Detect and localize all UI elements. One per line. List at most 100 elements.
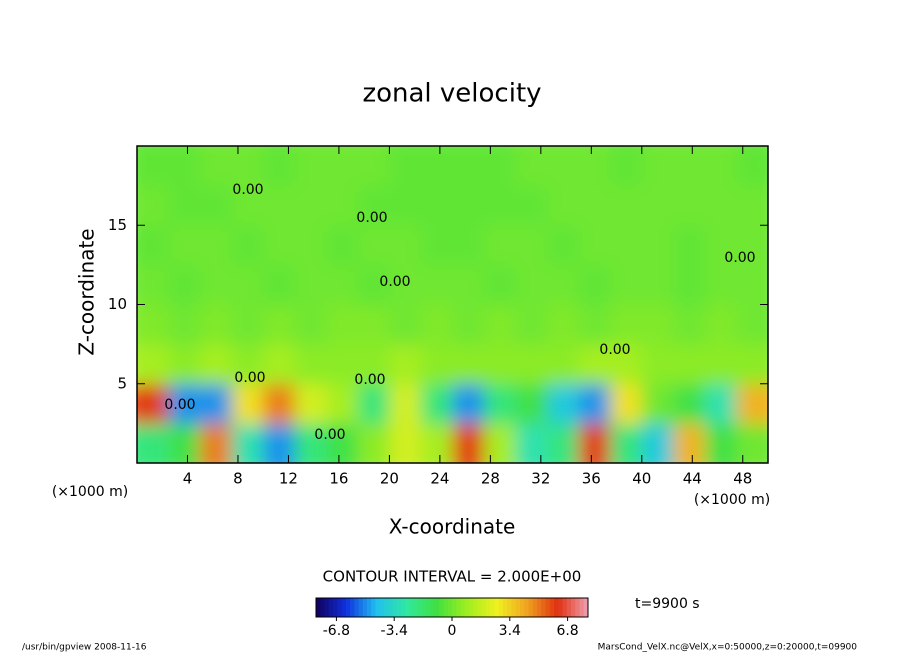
- colorbar-segment: [460, 598, 466, 617]
- footer-right: MarsCond_VelX.nc@VelX,x=0:50000,z=0:2000…: [598, 643, 858, 653]
- heat-cell: [231, 185, 264, 226]
- colorbar-segment: [439, 598, 444, 617]
- heat-cell: [641, 304, 674, 345]
- heat-cell: [673, 225, 706, 266]
- colorbar-segment: [447, 598, 453, 617]
- heat-cell: [515, 304, 548, 345]
- heat-cell: [484, 225, 517, 266]
- colorbar-segment: [554, 598, 559, 617]
- heat-cell: [168, 146, 201, 187]
- colorbar-tick-label: 6.8: [556, 623, 578, 639]
- heat-cell: [326, 146, 359, 187]
- colorbar-segment: [562, 598, 568, 617]
- heat-cell: [137, 383, 170, 424]
- colorbar-segment: [324, 598, 330, 617]
- heat-cell: [673, 146, 706, 187]
- colorbar-segment: [558, 598, 563, 617]
- heat-cell: [326, 304, 359, 345]
- x-tick-label: 20: [380, 470, 399, 488]
- time-label: t=9900 s: [635, 596, 700, 612]
- heat-cell: [578, 383, 611, 424]
- heat-cell: [231, 304, 264, 345]
- heat-cell: [578, 264, 611, 305]
- heat-cell: [200, 383, 233, 424]
- contour-interval: CONTOUR INTERVAL = 2.000E+00: [323, 568, 582, 586]
- contour-label: 0.00: [314, 427, 345, 443]
- heat-cell: [578, 423, 611, 463]
- heat-cell: [610, 423, 643, 463]
- colorbar-tick-label: 3.4: [499, 623, 521, 639]
- heat-cell: [704, 185, 737, 226]
- heat-cell: [641, 344, 674, 385]
- colorbar-segment: [350, 598, 355, 617]
- heat-cell: [357, 423, 390, 463]
- x-unit: (×1000 m): [694, 492, 770, 508]
- heat-cell: [231, 383, 264, 424]
- heat-cell: [452, 344, 485, 385]
- heat-cell: [547, 225, 580, 266]
- contour-label: 0.00: [379, 274, 410, 290]
- heat-cell: [357, 185, 390, 226]
- colorbar-segment: [583, 598, 589, 617]
- heat-cell: [231, 146, 264, 187]
- colorbar-segment: [469, 598, 474, 617]
- heat-cell: [452, 264, 485, 305]
- colorbar-segment: [477, 598, 483, 617]
- heat-cell: [326, 383, 359, 424]
- heat-cell: [484, 185, 517, 226]
- colorbar-segment: [507, 598, 512, 617]
- heat-cell: [168, 264, 201, 305]
- heat-cell: [137, 146, 170, 187]
- colorbar-segment: [367, 598, 372, 617]
- heat-cell: [420, 344, 453, 385]
- heat-cell: [168, 304, 201, 345]
- colorbar-segment: [384, 598, 389, 617]
- colorbar-segment: [328, 598, 334, 617]
- heat-cell: [389, 225, 422, 266]
- heat-cell: [610, 383, 643, 424]
- heat-cell: [673, 304, 706, 345]
- heat-cell: [736, 383, 768, 424]
- contour-label: 0.00: [232, 182, 263, 198]
- heat-cell: [294, 383, 327, 424]
- heat-cell: [452, 146, 485, 187]
- heat-cell: [610, 146, 643, 187]
- heat-cell: [420, 185, 453, 226]
- colorbar-segment: [375, 598, 381, 617]
- heat-cell: [263, 344, 296, 385]
- heat-cell: [515, 344, 548, 385]
- contour-label: 0.00: [234, 370, 265, 386]
- heat-cell: [704, 344, 737, 385]
- colorbar-segment: [422, 598, 427, 617]
- colorbar-segment: [388, 598, 393, 617]
- heat-cell: [610, 344, 643, 385]
- heat-cell: [736, 423, 768, 463]
- heat-cell: [389, 383, 422, 424]
- x-tick-label: 40: [632, 470, 651, 488]
- colorbar-segment: [354, 598, 359, 617]
- colorbar-segment: [405, 598, 410, 617]
- heat-cell: [736, 304, 768, 345]
- heat-cell: [357, 304, 390, 345]
- heat-cell: [357, 383, 390, 424]
- heat-cell: [326, 225, 359, 266]
- chart-title: zonal velocity: [362, 79, 541, 109]
- colorbar-segment: [456, 598, 461, 617]
- heat-cell: [263, 423, 296, 463]
- heat-cell: [578, 344, 611, 385]
- heat-cell: [736, 225, 768, 266]
- heat-cell: [326, 344, 359, 385]
- colorbar-segment: [579, 598, 585, 617]
- heat-cell: [137, 225, 170, 266]
- heat-cell: [515, 423, 548, 463]
- colorbar-segment: [371, 598, 376, 617]
- heat-cell: [673, 423, 706, 463]
- colorbar-segment: [430, 598, 436, 617]
- colorbar-tick-label: -3.4: [381, 623, 408, 639]
- heat-cell: [704, 304, 737, 345]
- colorbar-segment: [486, 598, 491, 617]
- colorbar-segment: [473, 598, 478, 617]
- heat-cell: [452, 225, 485, 266]
- heat-cell: [736, 185, 768, 226]
- heat-cell: [515, 264, 548, 305]
